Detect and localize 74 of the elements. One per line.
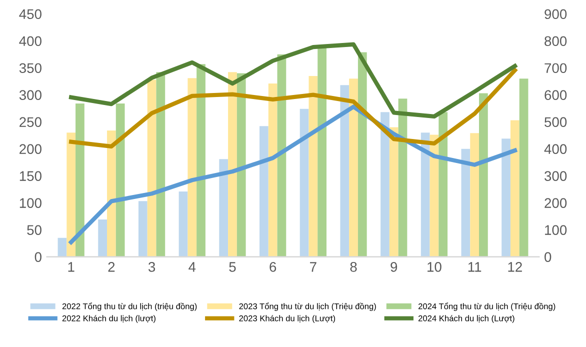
line-series	[69, 68, 517, 148]
x-tick-label: 11	[468, 262, 482, 272]
x-tick-label: 12	[508, 262, 522, 272]
bar	[502, 138, 510, 257]
bar	[461, 148, 470, 257]
y-tick-label: 150	[20, 171, 42, 181]
y2-tick-label: 0	[544, 252, 552, 262]
bar	[107, 130, 116, 257]
x-tick-label: 1	[68, 262, 74, 272]
y-tick-label: 450	[19, 9, 42, 20]
bar	[178, 191, 188, 257]
y-tick-label: 100	[20, 198, 42, 208]
line-series	[69, 42, 517, 119]
bar	[58, 238, 67, 257]
bar	[308, 76, 318, 257]
legend-label: 2023 Tổng thu từ du lịch (Triệu đồng)	[239, 302, 376, 311]
y-tick-label: 350	[19, 63, 42, 74]
bar	[196, 64, 206, 257]
y2-tick-label: 100	[545, 225, 567, 235]
bar	[138, 201, 148, 257]
bar	[380, 112, 390, 257]
bar	[318, 46, 326, 257]
y2-tick-label: 500	[544, 117, 567, 128]
bar	[147, 80, 156, 257]
bar	[98, 220, 107, 257]
bar	[219, 159, 228, 257]
y2-tick-label: 600	[544, 90, 567, 100]
bar	[188, 78, 197, 257]
y2-tick-label: 300	[544, 171, 567, 181]
y-tick-label: 300	[19, 90, 42, 100]
bar	[66, 132, 76, 257]
x-tick-label: 10	[428, 262, 442, 272]
x-tick-label: 2	[108, 262, 115, 272]
bar	[420, 132, 430, 257]
y2-tick-label: 700	[544, 63, 567, 74]
y2-tick-label: 400	[544, 144, 567, 154]
legend-label: 2022 Khách du lịch (lượt)	[62, 315, 156, 323]
x-tick-label: 5	[229, 262, 236, 272]
bar	[76, 103, 84, 257]
bar	[236, 73, 246, 257]
y2-tick-label: 200	[544, 198, 567, 208]
bar	[349, 78, 358, 257]
bar	[510, 120, 520, 257]
y-tick-label: 50	[27, 225, 42, 235]
bar	[389, 127, 398, 257]
bar	[228, 72, 237, 257]
x-tick-label: 8	[350, 262, 357, 272]
bar	[470, 133, 479, 257]
bar	[340, 85, 350, 257]
x-tick-label: 3	[148, 262, 156, 272]
y2-tick-label: 800	[544, 36, 567, 46]
x-tick-label: 7	[310, 262, 316, 272]
x-tick-label: 9	[390, 262, 398, 272]
bar	[519, 78, 528, 257]
x-tick-label: 4	[188, 262, 196, 272]
bar	[300, 108, 309, 257]
y-tick-label: 400	[19, 36, 42, 46]
y-tick-label: 200	[20, 144, 42, 154]
y-tick-label: 0	[34, 252, 42, 262]
bar	[358, 52, 367, 257]
legend-label: 2022 Tổng thu từ du lịch (triệu đồng)	[62, 302, 197, 311]
y-tick-label: 250	[20, 117, 42, 128]
bar	[268, 84, 278, 257]
bar	[156, 72, 166, 257]
bar	[438, 112, 448, 257]
x-tick-label: 6	[270, 262, 276, 272]
bar	[260, 126, 268, 257]
line-series	[69, 104, 517, 244]
legend-label: 2024 Tổng thu từ du lịch (Triệu đồng)	[418, 302, 556, 311]
y2-tick-label: 900	[544, 9, 567, 20]
legend-label: 2024 Khách du lịch (Lượt)	[418, 315, 514, 323]
bar	[116, 103, 125, 257]
legend-label: 2023 Khách du lịch (Lượt)	[239, 315, 336, 323]
bar	[479, 93, 488, 257]
